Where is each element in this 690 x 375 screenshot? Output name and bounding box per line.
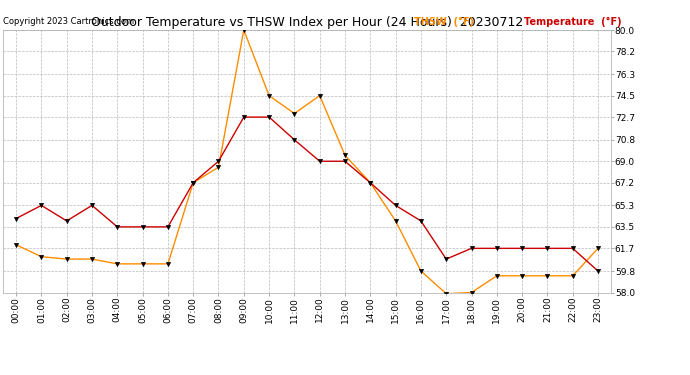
Text: Copyright 2023 Cartronics.com: Copyright 2023 Cartronics.com [3, 17, 135, 26]
Title: Outdoor Temperature vs THSW Index per Hour (24 Hours)  20230712: Outdoor Temperature vs THSW Index per Ho… [91, 16, 523, 29]
Text: Temperature  (°F): Temperature (°F) [524, 17, 622, 27]
Text: THSW  (°F): THSW (°F) [414, 17, 474, 27]
